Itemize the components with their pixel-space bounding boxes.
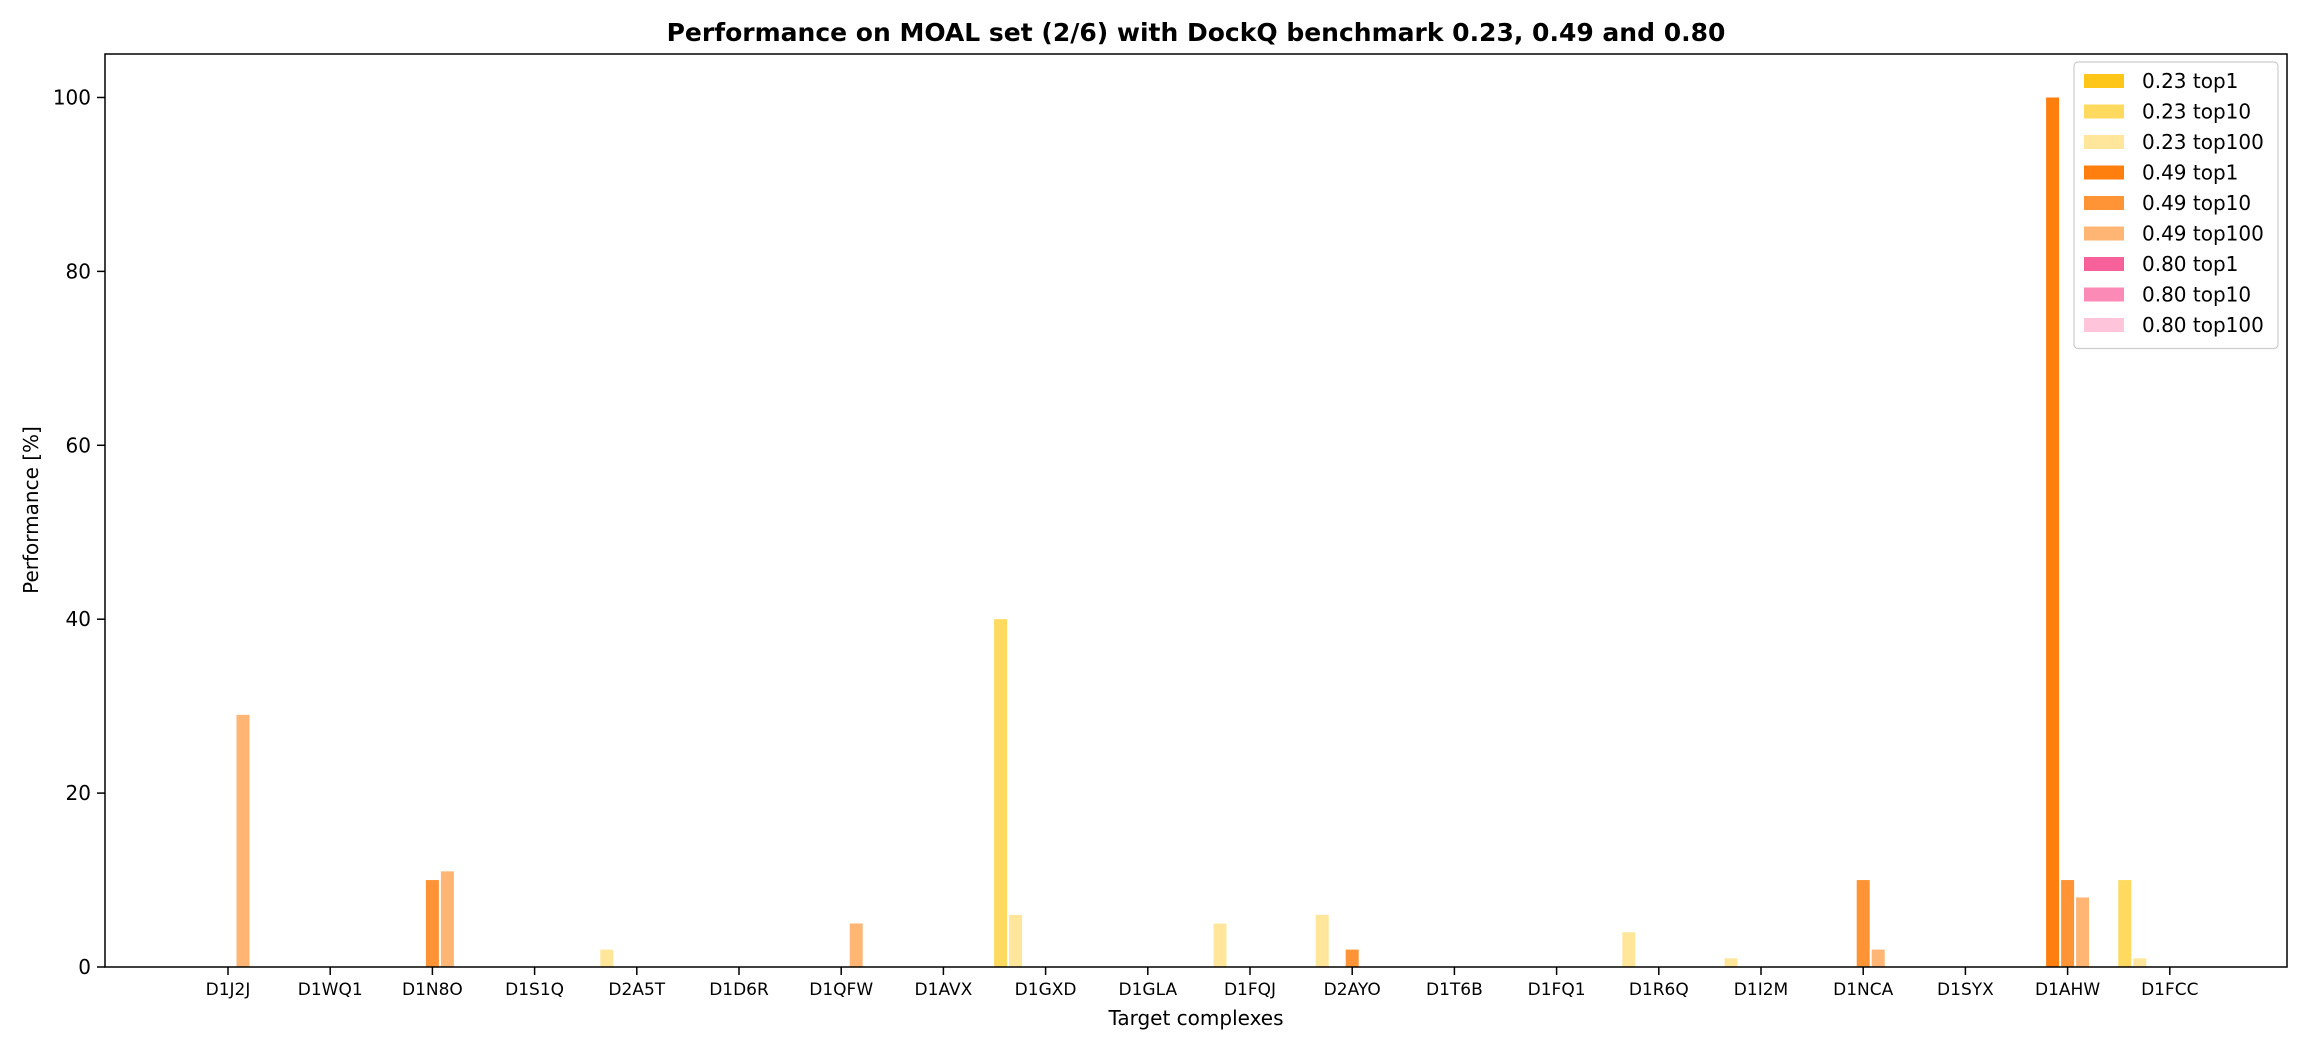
bar-d1ahw-0-49-top100 bbox=[2076, 897, 2090, 967]
legend-entry-label: 0.80 top100 bbox=[2142, 313, 2264, 337]
legend-swatch bbox=[2084, 287, 2124, 302]
y-tick-label: 100 bbox=[53, 85, 91, 109]
x-tick-label: D1SYX bbox=[1937, 980, 1994, 1000]
y-tick-label: 60 bbox=[66, 433, 91, 457]
bar-d1i2m-0-23-top100 bbox=[1724, 958, 1738, 967]
y-axis-label: Performance [%] bbox=[19, 426, 43, 594]
legend-entry-label: 0.80 top1 bbox=[2142, 252, 2238, 276]
legend-entry-label: 0.23 top10 bbox=[2142, 100, 2251, 124]
x-tick-label: D1FQJ bbox=[1224, 980, 1276, 1000]
x-tick-label: D1S1Q bbox=[505, 980, 564, 1000]
bar-d1j2j-0-49-top100 bbox=[236, 714, 250, 967]
bar-d2ayo-0-49-top10 bbox=[1345, 949, 1359, 967]
x-tick-label: D1WQ1 bbox=[298, 980, 363, 1000]
bar-d1n8o-0-49-top10 bbox=[425, 880, 439, 967]
bar-d1ahw-0-49-top10 bbox=[2061, 880, 2075, 967]
x-tick-label: D1R6Q bbox=[1629, 980, 1689, 1000]
legend-swatch bbox=[2084, 226, 2124, 241]
x-tick-label: D1D6R bbox=[709, 980, 769, 1000]
bar-d2ayo-0-23-top100 bbox=[1315, 914, 1329, 967]
x-tick-label: D1N8O bbox=[402, 980, 463, 1000]
legend-entry-label: 0.49 top10 bbox=[2142, 191, 2251, 215]
x-tick-label: D2AYO bbox=[1324, 980, 1381, 1000]
legend-entry-label: 0.23 top1 bbox=[2142, 69, 2238, 93]
x-tick-label: D1GXD bbox=[1015, 980, 1077, 1000]
bar-d1gxd-0-23-top100 bbox=[1009, 914, 1023, 967]
legend-entry-label: 0.23 top100 bbox=[2142, 130, 2264, 154]
bar-d2a5t-0-23-top100 bbox=[600, 949, 614, 967]
x-tick-label: D1FQ1 bbox=[1528, 980, 1586, 1000]
legend-swatch bbox=[2084, 257, 2124, 271]
bar-d1fcc-0-23-top100 bbox=[2133, 958, 2147, 967]
legend-swatch bbox=[2084, 74, 2124, 88]
bar-d1fcc-0-23-top10 bbox=[2118, 880, 2132, 967]
x-axis: D1J2J D1WQ1 D1N8O D1S1Q D2A5T D1D6R D1QFW D1AVX… bbox=[206, 967, 2199, 1000]
legend-swatch bbox=[2084, 318, 2124, 332]
x-tick-label: D1J2J bbox=[206, 980, 251, 1000]
legend-swatch bbox=[2084, 165, 2124, 180]
x-tick-label: D1FCC bbox=[2141, 980, 2198, 1000]
x-tick-label: D1GLA bbox=[1119, 980, 1178, 1000]
bar-d1gxd-0-23-top10 bbox=[994, 619, 1008, 967]
bar-d1r6q-0-23-top100 bbox=[1622, 932, 1636, 967]
bar-d1fqj-0-23-top100 bbox=[1213, 923, 1227, 967]
legend-box bbox=[2073, 61, 2279, 350]
x-tick-label: D2A5T bbox=[608, 980, 665, 1000]
legend-entry-label: 0.49 top100 bbox=[2142, 222, 2264, 246]
bars-group bbox=[236, 97, 2147, 968]
chart-title: Performance on MOAL set (2/6) with DockQ… bbox=[667, 18, 1726, 47]
plot-frame bbox=[104, 53, 2288, 968]
x-tick-label: D1I2M bbox=[1734, 980, 1788, 1000]
x-tick-label: D1NCA bbox=[1833, 980, 1893, 1000]
bar-d1qfw-0-49-top100 bbox=[849, 923, 863, 967]
x-tick-label: D1QFW bbox=[809, 980, 873, 1000]
x-tick-label: D1T6B bbox=[1426, 980, 1483, 1000]
y-tick-label: 20 bbox=[66, 781, 91, 805]
x-tick-label: D1AHW bbox=[2035, 980, 2100, 1000]
legend-entry-label: 0.80 top10 bbox=[2142, 283, 2251, 307]
legend-swatch bbox=[2084, 104, 2124, 119]
y-tick-label: 0 bbox=[78, 955, 91, 979]
y-tick-label: 40 bbox=[66, 607, 91, 631]
y-axis: 0 20 40 60 80 100 bbox=[53, 85, 105, 979]
bar-d1ahw-0-49-top1 bbox=[2046, 97, 2060, 968]
bar-d1n8o-0-49-top100 bbox=[440, 871, 454, 967]
y-tick-label: 80 bbox=[66, 259, 91, 283]
bar-d1nca-0-49-top10 bbox=[1856, 880, 1870, 967]
bar-d1nca-0-49-top100 bbox=[1871, 949, 1885, 967]
legend-entry-label: 0.49 top1 bbox=[2142, 161, 2238, 185]
legend-swatch bbox=[2084, 196, 2124, 210]
x-tick-label: D1AVX bbox=[915, 980, 973, 1000]
x-axis-label: Target complexes bbox=[1107, 1006, 1283, 1030]
legend-swatch bbox=[2084, 135, 2124, 149]
